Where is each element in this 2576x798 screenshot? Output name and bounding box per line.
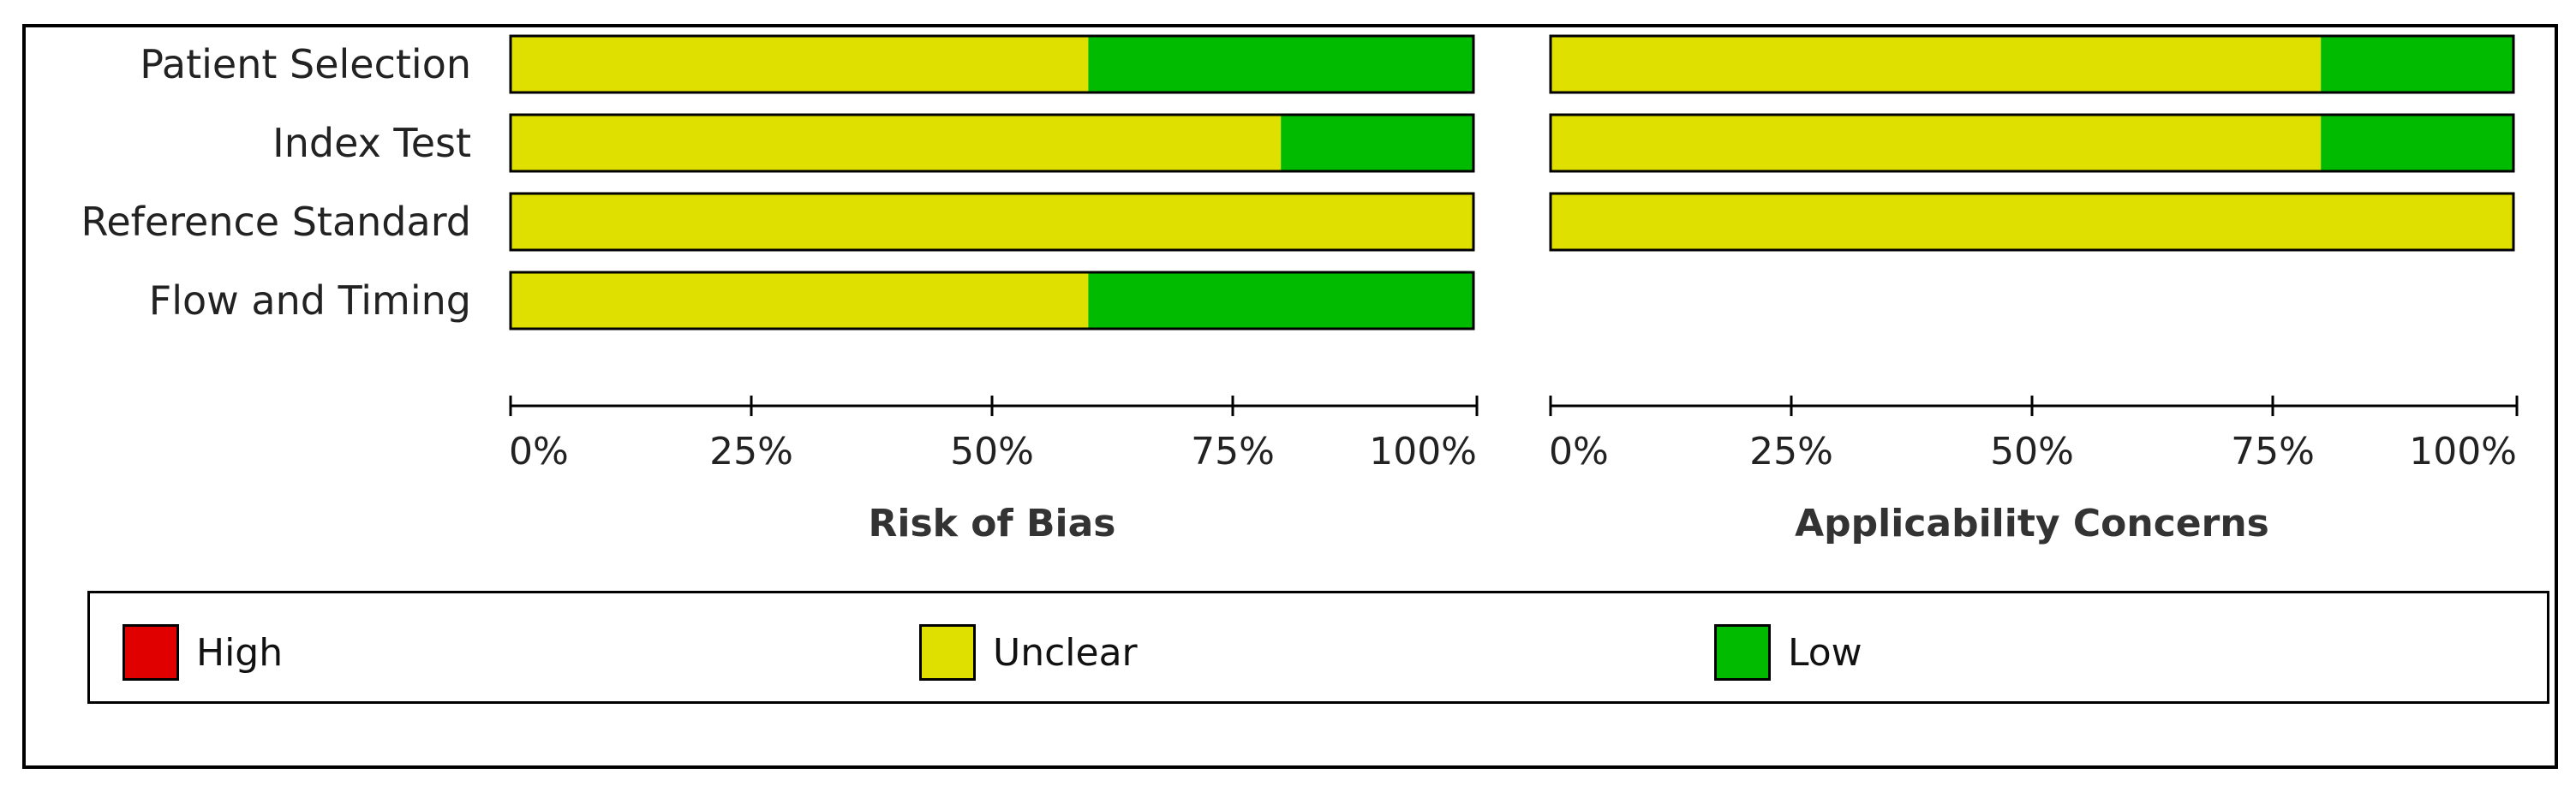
- chart-svg: Patient Selection Index Test Reference Sta…: [81, 34, 2519, 545]
- risk-of-bias-bar-reference-standard-unclear: [511, 194, 1473, 250]
- legend-label-unclear: Unclear: [993, 631, 1138, 675]
- risk-of-bias-bar-flow-and-timing-unclear: [511, 272, 1089, 329]
- legend-swatch-low: [1714, 624, 1771, 681]
- legend: High Unclear Low: [87, 591, 2549, 704]
- applicability-concerns-bar-reference-standard-unclear: [1551, 194, 2513, 250]
- risk-of-bias-x-tick-label-2: 50%: [950, 430, 1034, 473]
- legend-swatch-unclear: [919, 624, 976, 681]
- applicability-concerns-bar-index-test-unclear: [1551, 115, 2322, 171]
- legend-label-high: High: [196, 631, 284, 675]
- applicability-concerns-x-tick-label-3: 75%: [2231, 430, 2315, 473]
- category-label-patient-selection: Patient Selection: [140, 41, 471, 87]
- risk-of-bias-bar-index-test-unclear: [511, 115, 1282, 171]
- risk-of-bias-bar-outline-flow-and-timing: [509, 271, 1475, 331]
- category-label-flow-and-timing: Flow and Timing: [149, 277, 471, 324]
- category-label-reference-standard: Reference Standard: [81, 199, 471, 245]
- applicability-concerns-panel-title: Applicability Concerns: [1795, 502, 2269, 545]
- applicability-concerns-bar-outline-reference-standard: [1549, 192, 2515, 252]
- risk-of-bias-bar-outline-index-test: [509, 113, 1475, 173]
- chart-frame: Patient Selection Index Test Reference Sta…: [22, 24, 2558, 769]
- applicability-concerns-x-tick-label-1: 25%: [1749, 430, 1833, 473]
- risk-of-bias-x-tick-label-1: 25%: [709, 430, 793, 473]
- risk-of-bias-bar-flow-and-timing-low: [1088, 272, 1473, 329]
- applicability-concerns-x-tick-label-0: 0%: [1549, 430, 1609, 473]
- applicability-concerns-x-tick-label-2: 50%: [1990, 430, 2074, 473]
- risk-of-bias-bar-patient-selection-unclear: [511, 36, 1089, 92]
- risk-of-bias-panel-title: Risk of Bias: [869, 502, 1116, 545]
- applicability-concerns-bar-outline-index-test: [1549, 113, 2515, 173]
- legend-label-low: Low: [1788, 631, 1862, 675]
- risk-of-bias-bar-index-test-low: [1281, 115, 1473, 171]
- applicability-concerns-x-tick-label-4: 100%: [2409, 430, 2517, 473]
- applicability-concerns-bar-index-test-low: [2321, 115, 2513, 171]
- risk-of-bias-bar-patient-selection-low: [1088, 36, 1473, 92]
- risk-of-bias-x-tick-label-3: 75%: [1191, 430, 1275, 473]
- risk-of-bias-bar-outline-reference-standard: [509, 192, 1475, 252]
- applicability-concerns-bar-outline-patient-selection: [1549, 34, 2515, 94]
- applicability-concerns-bar-patient-selection-unclear: [1551, 36, 2322, 92]
- category-label-index-test: Index Test: [272, 120, 471, 166]
- risk-of-bias-x-tick-label-4: 100%: [1369, 430, 1477, 473]
- risk-of-bias-bar-outline-patient-selection: [509, 34, 1475, 94]
- legend-swatch-high: [123, 624, 179, 681]
- applicability-concerns-bar-patient-selection-low: [2321, 36, 2513, 92]
- risk-of-bias-x-tick-label-0: 0%: [509, 430, 569, 473]
